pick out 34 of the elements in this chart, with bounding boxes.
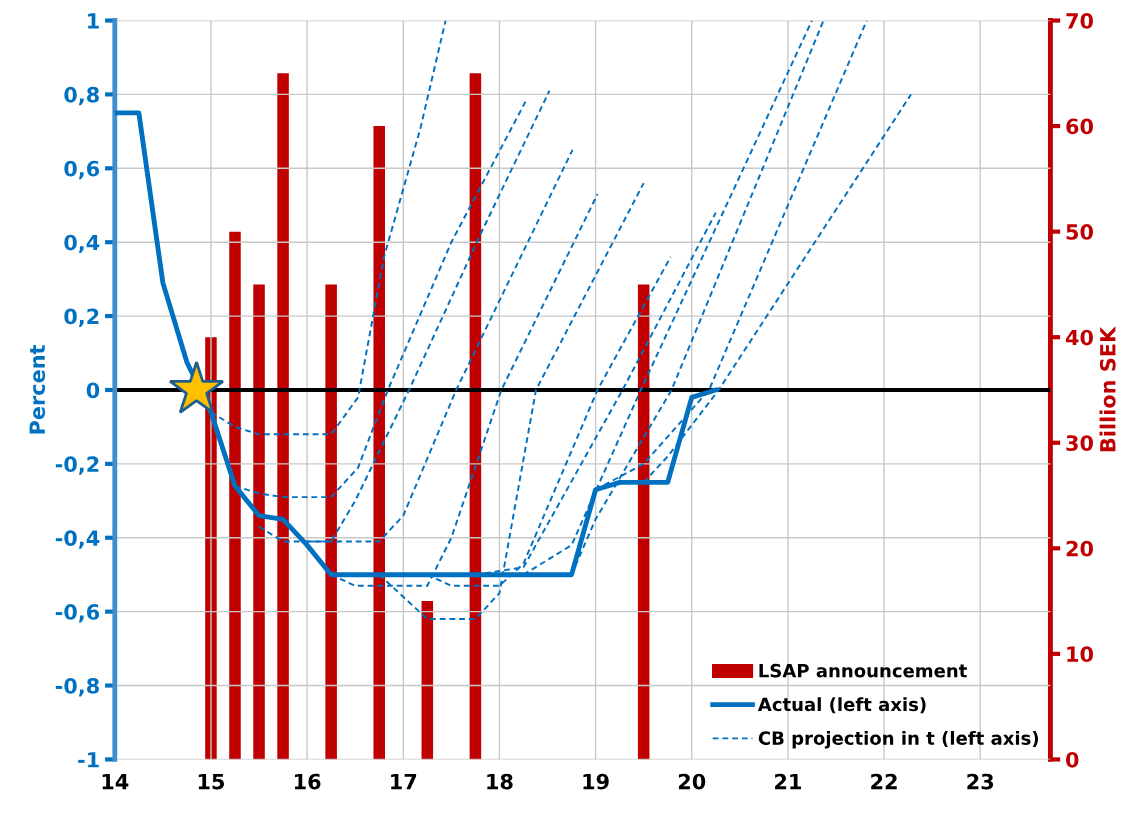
y-tick-label: 0,2 xyxy=(64,308,99,327)
y-tick-label: -1 xyxy=(78,752,99,768)
x-tick-label: 16 xyxy=(294,773,321,790)
y-tick-label: 0,4 xyxy=(64,234,100,254)
y-tick-label: -0,8 xyxy=(55,677,99,697)
y2-tick-label: 30 xyxy=(1066,435,1093,451)
y2-tick-label: 20 xyxy=(1066,540,1093,557)
y2-tick-label: 0 xyxy=(1066,751,1079,768)
y2-tick-label: 10 xyxy=(1067,646,1093,663)
x-tick-label: 19 xyxy=(583,773,609,790)
x-tick-label: 14 xyxy=(102,773,129,790)
legend-label: LSAP announcement xyxy=(759,663,967,678)
y2-tick-label: 70 xyxy=(1066,12,1093,29)
legend-label: CB projection in t (left axis) xyxy=(758,730,1039,749)
x-tick-label: 15 xyxy=(198,773,224,790)
y-tick-label: -0,4 xyxy=(55,530,100,549)
y-axis-title: Percent xyxy=(29,344,46,434)
y2-tick-label: 50 xyxy=(1066,224,1093,240)
y-tick-label: -0,6 xyxy=(55,604,100,623)
y-tick-label: 0,6 xyxy=(64,160,100,180)
x-tick-label: 22 xyxy=(871,773,897,790)
y2-tick-label: 40 xyxy=(1065,329,1093,346)
x-tick-label: 20 xyxy=(678,773,706,790)
x-tick-label: 18 xyxy=(487,773,513,790)
y-tick-label: -0,2 xyxy=(55,456,99,475)
y-tick-label: 0 xyxy=(86,382,100,399)
y2-axis-title: Billion SEK xyxy=(1099,326,1116,452)
x-tick-label: 17 xyxy=(391,773,417,790)
y2-tick-label: 60 xyxy=(1066,118,1093,135)
y-tick-label: 1 xyxy=(88,13,99,29)
x-tick-label: 21 xyxy=(775,773,801,790)
legend-label: Actual (left axis) xyxy=(757,697,926,714)
y-tick-label: 0,8 xyxy=(64,86,99,106)
x-tick-label: 23 xyxy=(967,773,994,790)
